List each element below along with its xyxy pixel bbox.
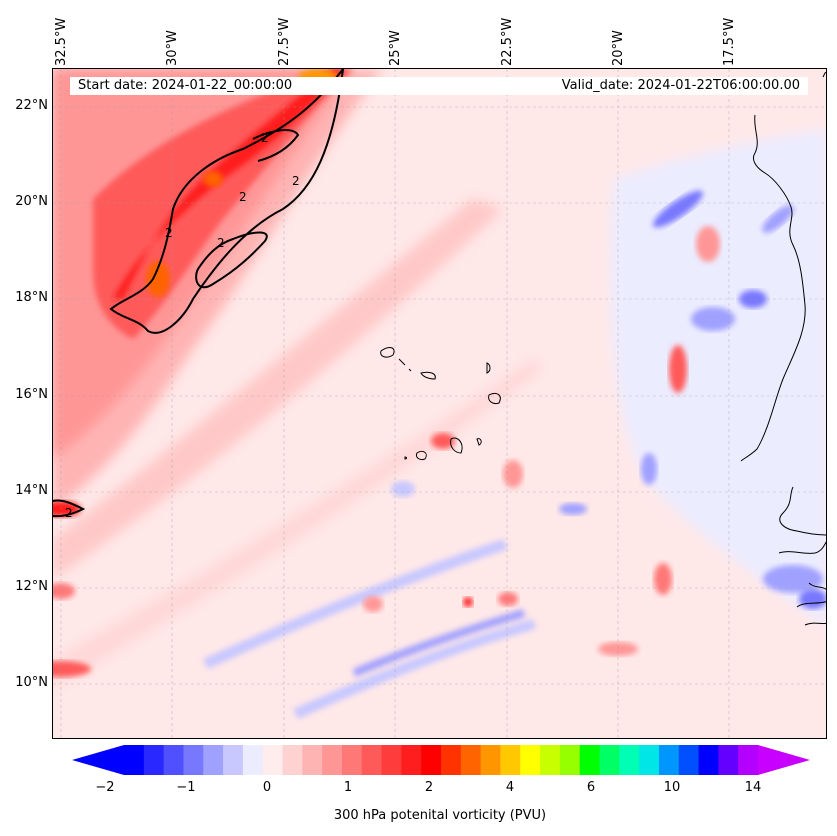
date-info-bar: Start date: 2024-01-22_00:00:00 Valid_da…: [70, 77, 808, 95]
colorbar-cell: [124, 745, 145, 775]
colorbar-cell: [698, 745, 719, 775]
colorbar-cell: [441, 745, 462, 775]
colorbar-tick: 1: [343, 780, 353, 795]
colorbar-cell: [579, 745, 600, 775]
lat-label-10n: 10°N: [15, 675, 48, 690]
colorbar-cell: [559, 745, 581, 775]
colorbar-tick: −2: [95, 780, 115, 795]
colorbar-tick: 6: [586, 780, 596, 795]
lat-label-22n: 22°N: [15, 98, 48, 113]
pv-field: 2 2 2 2 2 2: [53, 69, 826, 738]
colorbar-under-arrow: [72, 745, 124, 775]
colorbar-cell: [639, 745, 660, 775]
colorbar-cell: [302, 745, 323, 775]
colorbar-tick: 0: [262, 780, 272, 795]
colorbar-cell: [599, 745, 620, 775]
lon-label-22-5w: 22.5°W: [500, 17, 515, 66]
coastline: [380, 71, 826, 626]
colorbar-cell: [381, 745, 402, 775]
colorbar-cell: [460, 745, 482, 775]
lon-label-20w: 20°W: [611, 30, 626, 66]
contour-label: 2: [292, 174, 300, 188]
lon-label-30w: 30°W: [165, 30, 180, 66]
contour-label: 2: [239, 190, 247, 204]
contour-label: 2: [65, 506, 73, 520]
colorbar-cell: [540, 745, 561, 775]
colorbar-cell: [678, 745, 700, 775]
colorbar-cell: [262, 745, 283, 775]
pv-2-contours: [53, 69, 344, 518]
colorbar-cell: [242, 745, 264, 775]
colorbar-cell: [500, 745, 521, 775]
lon-label-32-5w: 32.5°W: [54, 17, 69, 66]
colorbar-tick: 14: [744, 780, 762, 795]
colorbar-tick: −1: [176, 780, 196, 795]
colorbar-cell: [341, 745, 363, 775]
valid-date-label: Valid_date: 2024-01-22T06:00:00.00: [561, 78, 800, 93]
lon-label-27-5w: 27.5°W: [277, 17, 292, 66]
colorbar-cell: [658, 745, 680, 775]
colorbar-label: 300 hPa potenital vorticity (PVU): [333, 808, 547, 823]
lat-label-12n: 12°N: [15, 579, 48, 594]
start-date-label: Start date: 2024-01-22_00:00:00: [78, 78, 293, 93]
colorbar-tick: 4: [505, 780, 515, 795]
lon-label-25w: 25°W: [388, 30, 403, 66]
contour-label: 2: [165, 226, 173, 240]
colorbar-cell: [520, 745, 541, 775]
lat-label-14n: 14°N: [15, 483, 48, 498]
graticule: [53, 69, 826, 738]
colorbar-cell: [203, 745, 224, 775]
colorbar-cell: [401, 745, 422, 775]
colorbar-cell: [361, 745, 383, 775]
contour-label: 2: [217, 236, 225, 250]
colorbar-cell: [322, 745, 343, 775]
colorbar-cell: [183, 745, 204, 775]
colorbar-cell: [738, 745, 759, 775]
colorbar-cell: [282, 745, 303, 775]
colorbar-cell: [223, 745, 244, 775]
contour-label: 2: [261, 131, 269, 145]
lat-label-20n: 20°N: [15, 194, 48, 209]
colorbar: [72, 745, 810, 775]
colorbar-cell: [163, 745, 184, 775]
lat-label-16n: 16°N: [15, 387, 48, 402]
lat-label-18n: 18°N: [15, 290, 48, 305]
lon-label-17-5w: 17.5°W: [722, 17, 737, 66]
colorbar-tick: 10: [663, 780, 681, 795]
pv-map: 2 2 2 2 2 2: [52, 68, 827, 739]
colorbar-cell: [718, 745, 739, 775]
colorbar-cell: [421, 745, 442, 775]
colorbar-tick: 2: [424, 780, 434, 795]
colorbar-cell: [480, 745, 501, 775]
colorbar-over-arrow: [758, 745, 810, 775]
colorbar-cell: [143, 745, 165, 775]
colorbar-cell: [619, 745, 640, 775]
